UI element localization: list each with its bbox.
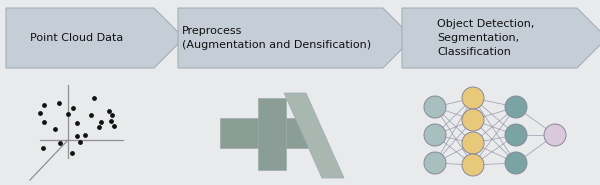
Polygon shape <box>402 8 600 68</box>
Polygon shape <box>284 93 344 178</box>
Circle shape <box>505 124 527 146</box>
Point <box>50 128 59 131</box>
Point <box>63 113 73 116</box>
Point <box>38 147 48 150</box>
Circle shape <box>424 152 446 174</box>
Circle shape <box>424 124 446 146</box>
Circle shape <box>544 124 566 146</box>
Point <box>86 113 96 116</box>
Point <box>67 152 77 155</box>
Point <box>54 101 64 104</box>
Point <box>104 109 114 112</box>
Point <box>35 112 45 115</box>
Point <box>107 113 117 116</box>
Point <box>80 134 89 137</box>
Text: Point Cloud Data: Point Cloud Data <box>31 33 124 43</box>
Point <box>96 121 106 124</box>
Point <box>109 124 119 127</box>
Point <box>39 120 49 123</box>
Point <box>89 96 99 99</box>
Point <box>94 126 104 129</box>
Circle shape <box>462 87 484 109</box>
Polygon shape <box>178 8 413 68</box>
FancyBboxPatch shape <box>258 98 286 170</box>
Point <box>72 122 82 125</box>
Circle shape <box>424 96 446 118</box>
Polygon shape <box>6 8 184 68</box>
Point <box>72 135 82 138</box>
Text: Object Detection,
Segmentation,
Classification: Object Detection, Segmentation, Classifi… <box>437 19 535 57</box>
Point <box>106 119 115 122</box>
Point <box>75 141 85 144</box>
Point <box>39 103 49 106</box>
Circle shape <box>462 109 484 131</box>
Point <box>56 142 65 145</box>
Circle shape <box>505 152 527 174</box>
Circle shape <box>505 96 527 118</box>
Circle shape <box>462 132 484 154</box>
FancyBboxPatch shape <box>220 118 315 148</box>
Text: Preprocess
(Augmentation and Densification): Preprocess (Augmentation and Densificati… <box>182 26 371 50</box>
Point <box>68 106 78 109</box>
Circle shape <box>462 154 484 176</box>
